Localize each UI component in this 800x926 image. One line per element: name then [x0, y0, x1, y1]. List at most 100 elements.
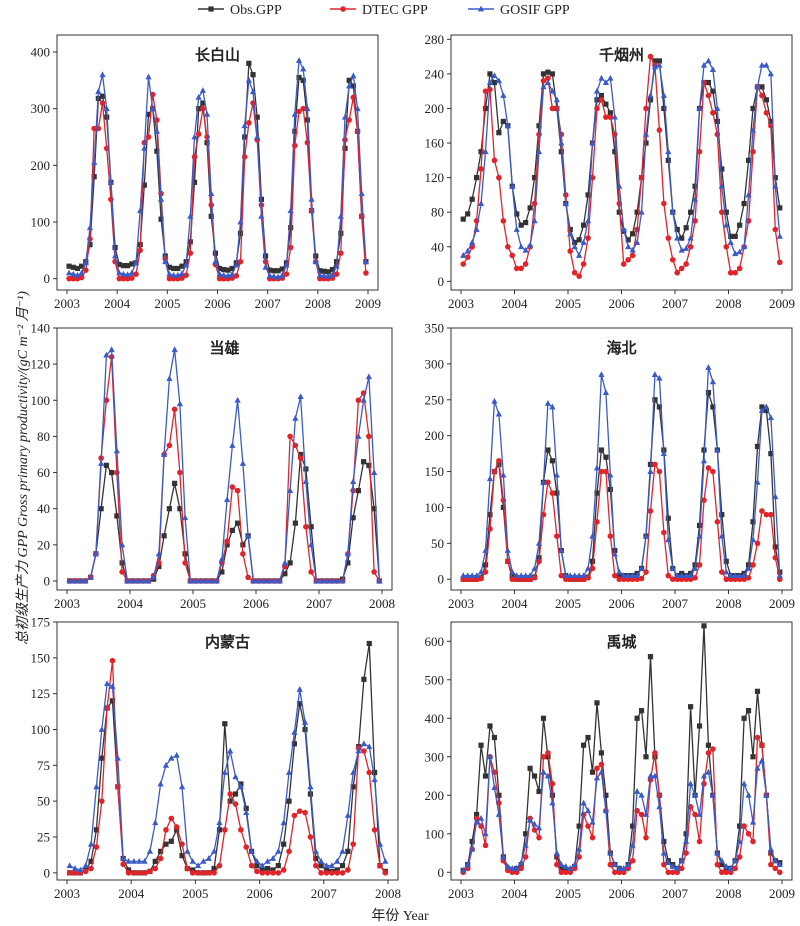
- data-point: [576, 572, 583, 579]
- x-tick-label: 2004: [502, 296, 529, 311]
- data-point: [288, 225, 294, 231]
- data-point: [344, 550, 351, 557]
- data-point: [191, 133, 198, 140]
- data-point: [250, 100, 256, 106]
- data-point: [674, 269, 681, 276]
- data-point: [232, 801, 239, 807]
- data-point: [496, 457, 502, 464]
- data-point: [203, 110, 211, 117]
- data-point: [280, 819, 287, 826]
- data-point: [119, 541, 126, 548]
- data-point: [505, 243, 511, 250]
- data-point: [296, 808, 303, 814]
- data-point: [692, 183, 698, 189]
- data-point: [283, 271, 290, 277]
- data-point: [366, 433, 372, 440]
- data-point: [275, 863, 281, 869]
- data-point: [776, 233, 783, 239]
- y-tick-label: 160: [425, 136, 445, 151]
- data-point: [500, 218, 507, 224]
- data-point: [205, 870, 212, 876]
- data-point: [531, 175, 538, 181]
- data-point: [267, 267, 273, 273]
- data-point: [705, 79, 712, 86]
- x-tick-label: 2005: [180, 596, 206, 611]
- data-point: [598, 371, 605, 378]
- data-point: [500, 471, 507, 478]
- data-point: [679, 235, 685, 241]
- series-gosif-gpp: [460, 364, 783, 579]
- data-point: [258, 212, 265, 219]
- data-point: [500, 118, 506, 125]
- data-point: [191, 154, 198, 160]
- data-point: [759, 92, 765, 99]
- data-point: [161, 451, 168, 457]
- data-point: [333, 262, 340, 269]
- data-point: [581, 742, 587, 748]
- data-point: [276, 577, 283, 584]
- data-point: [571, 861, 578, 867]
- data-point: [323, 862, 330, 869]
- data-point: [660, 92, 667, 98]
- data-point: [237, 783, 244, 790]
- data-point: [665, 235, 672, 241]
- data-point: [65, 269, 73, 276]
- data-point: [549, 799, 556, 806]
- data-point: [361, 459, 367, 465]
- data-point: [491, 79, 498, 86]
- data-point: [264, 857, 271, 864]
- data-point: [718, 182, 725, 189]
- data-point: [768, 850, 774, 856]
- data-point: [767, 845, 774, 852]
- data-point: [232, 791, 239, 797]
- data-point: [237, 258, 244, 265]
- data-point: [339, 577, 346, 584]
- data-point: [567, 230, 574, 237]
- data-point: [754, 443, 761, 450]
- data-point: [612, 131, 618, 138]
- data-point: [594, 519, 600, 525]
- data-point: [250, 577, 257, 584]
- data-point: [727, 269, 734, 276]
- data-point: [376, 577, 383, 584]
- data-point: [382, 870, 389, 876]
- data-point: [107, 178, 114, 185]
- data-point: [358, 190, 365, 197]
- data-point: [736, 838, 743, 844]
- data-point: [300, 105, 307, 112]
- data-point: [691, 195, 699, 202]
- data-point: [187, 250, 194, 256]
- data-point: [297, 701, 303, 707]
- data-point: [728, 233, 734, 240]
- data-point: [460, 572, 467, 579]
- data-point: [638, 811, 645, 818]
- series-obs-gpp: [460, 623, 783, 873]
- data-point: [669, 256, 676, 263]
- data-point: [616, 568, 623, 575]
- data-point: [220, 271, 227, 278]
- data-point: [170, 271, 177, 278]
- data-point: [625, 865, 631, 872]
- data-point: [540, 753, 547, 760]
- data-point: [763, 109, 770, 116]
- x-tick-label: 2007: [306, 596, 333, 611]
- panel-title: 当雄: [209, 339, 239, 357]
- data-point: [196, 106, 202, 112]
- data-point: [292, 520, 298, 526]
- data-point: [705, 364, 712, 370]
- data-point: [366, 743, 373, 750]
- data-point: [78, 274, 85, 281]
- data-point: [491, 157, 498, 164]
- data-point: [714, 446, 721, 453]
- data-point: [371, 776, 378, 783]
- data-point: [768, 861, 774, 868]
- data-point: [248, 847, 255, 854]
- data-point: [321, 272, 328, 279]
- data-point: [77, 577, 84, 584]
- data-point: [334, 577, 341, 584]
- data-point: [239, 460, 246, 466]
- data-point: [514, 211, 520, 217]
- series-gosif-gpp: [66, 346, 383, 584]
- data-point: [271, 577, 278, 584]
- data-point: [350, 94, 357, 101]
